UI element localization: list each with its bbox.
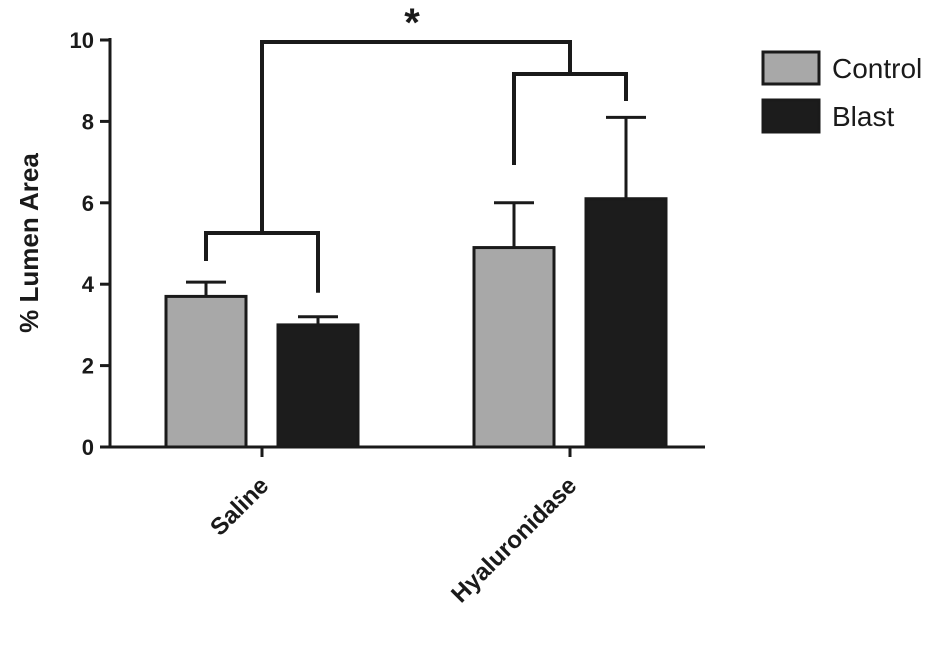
legend: Control Blast <box>761 50 922 134</box>
bar-saline-blast <box>276 323 360 449</box>
bar-hyaluronidase-blast <box>584 197 668 449</box>
y-axis-title: % Lumen Area <box>14 153 44 333</box>
bracket-hyaluronidase <box>512 72 628 165</box>
bracket-between-groups <box>260 40 572 233</box>
legend-swatch-blast <box>761 98 821 134</box>
significance-brackets <box>204 40 628 293</box>
y-tick-label-3: 6 <box>82 191 94 216</box>
y-tick-label-2: 4 <box>82 272 95 297</box>
error-bars <box>186 115 646 325</box>
legend-swatch-control <box>761 50 821 86</box>
bars <box>164 197 668 449</box>
significance-star: * <box>404 1 420 45</box>
bar-saline-control <box>164 294 248 449</box>
legend-label-blast: Blast <box>832 101 894 132</box>
y-tick-label-5: 10 <box>70 28 94 53</box>
y-tick-label-1: 2 <box>82 354 94 379</box>
y-tick-label-4: 8 <box>82 109 94 134</box>
x-tick-label-saline: Saline <box>205 472 274 541</box>
legend-label-control: Control <box>832 53 922 84</box>
bar-hyaluronidase-control <box>472 246 556 449</box>
bracket-saline <box>204 231 320 293</box>
y-tick-label-0: 0 <box>82 435 94 460</box>
x-tick-label-hyaluronidase: Hyaluronidase <box>446 472 582 608</box>
